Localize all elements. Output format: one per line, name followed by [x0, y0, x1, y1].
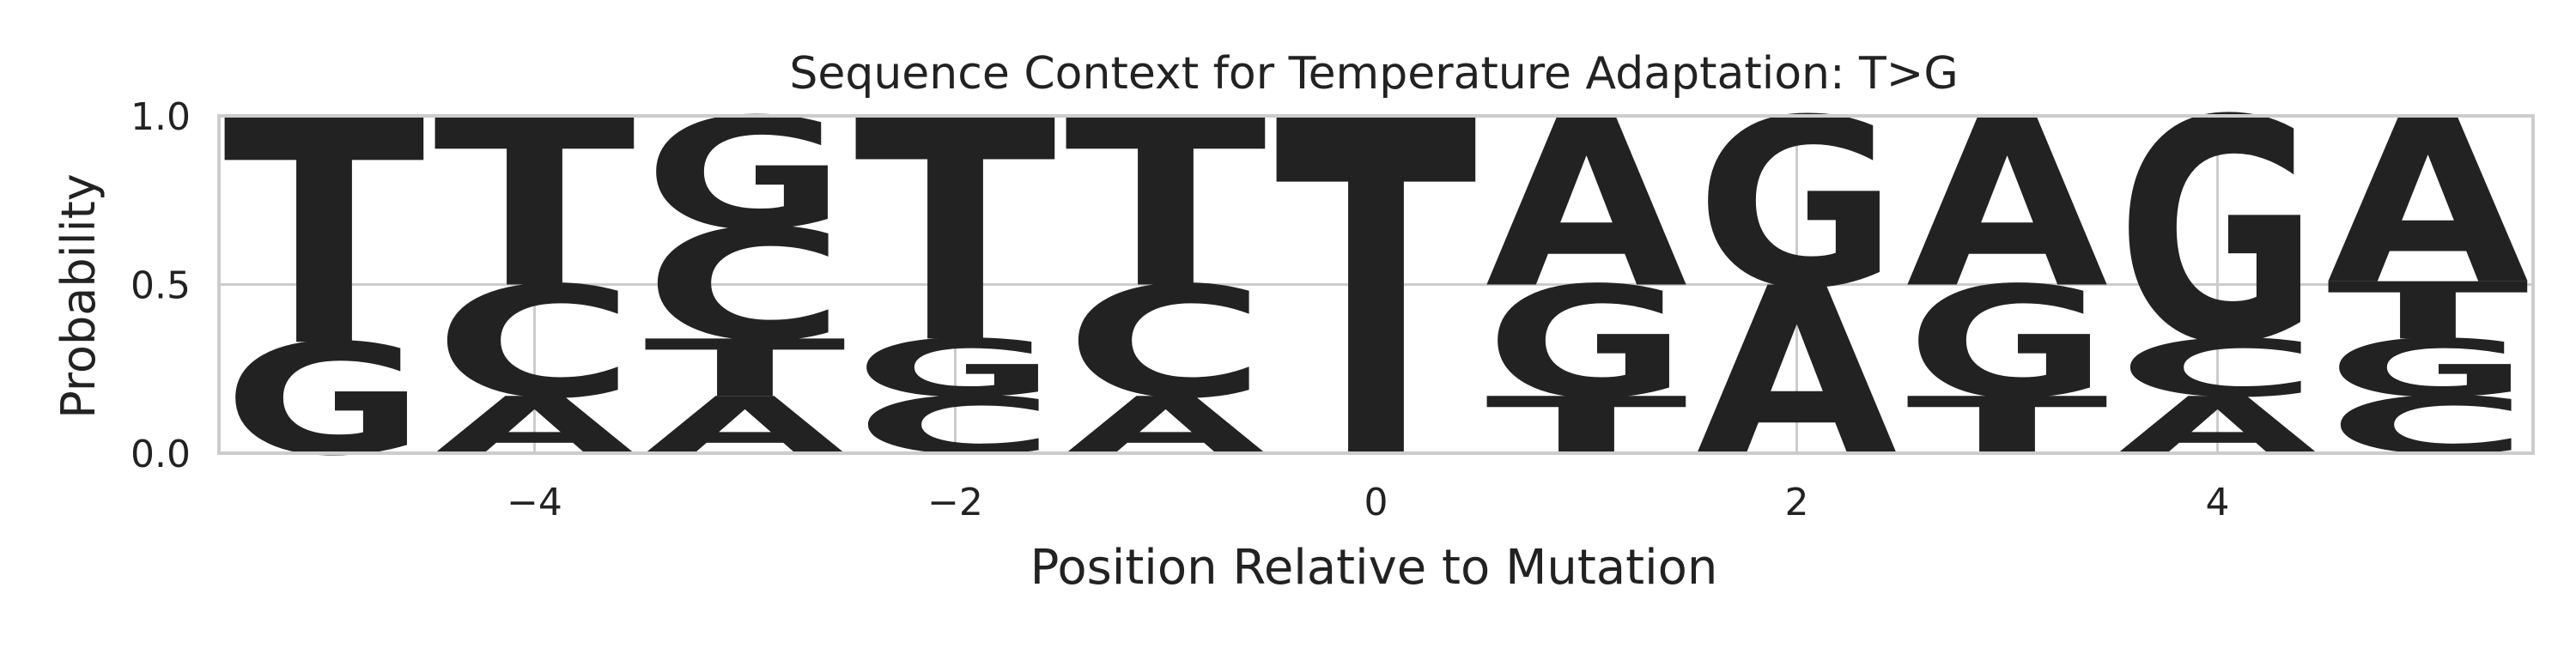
ticks-layer: −4 −2 0 2 4 0.0 0.5 1.0 — [131, 95, 2229, 524]
logo-letter-a: A — [434, 380, 635, 472]
x-tick-label: 4 — [2206, 481, 2230, 524]
logo-letter-g: G — [644, 87, 846, 264]
logo-letter-c: C — [434, 254, 635, 432]
logo-letter-t: T — [644, 324, 846, 415]
logo-letter-a: A — [2117, 380, 2318, 472]
logo-letter-a: A — [1696, 238, 1899, 507]
logo-letter-t: T — [223, 55, 427, 415]
logo-letter-a: A — [2327, 72, 2530, 336]
logo-letter-g: G — [2327, 324, 2529, 415]
logo-letter-a: A — [1485, 70, 1689, 339]
logo-letter-c: C — [2327, 380, 2529, 472]
logo-letter-g: G — [2117, 56, 2318, 411]
logo-letter-g: G — [854, 324, 1056, 415]
logo-letter-t: T — [854, 55, 1058, 410]
logo-letter-c: C — [1065, 254, 1267, 432]
logo-letter-t: T — [2327, 266, 2529, 357]
chart-title: Sequence Context for Temperature Adaptat… — [789, 48, 1958, 100]
logo-letter-t: T — [1906, 380, 2108, 471]
logo-letter-t: T — [1485, 380, 1687, 471]
logo-letter-a: A — [644, 380, 846, 472]
logo-letter-g: G — [1906, 255, 2108, 433]
logo-letter-a: A — [1906, 70, 2110, 339]
x-tick-label: 2 — [1785, 481, 1809, 524]
plot-frame — [217, 114, 2535, 455]
y-axis-label: Probability — [52, 173, 106, 418]
logo-letter-c: C — [854, 380, 1056, 472]
x-tick-label: −2 — [927, 481, 983, 524]
x-tick-label: −4 — [507, 481, 562, 524]
logo-letter-t: T — [1065, 70, 1268, 340]
logo-letter-c: C — [644, 197, 846, 375]
logo-letter-c: C — [2117, 323, 2318, 415]
logo-letter-g: G — [1485, 255, 1687, 433]
logo-letter-g: G — [223, 312, 425, 490]
y-tick-label: 1.0 — [131, 95, 191, 139]
y-tick-label: 0.5 — [131, 264, 191, 308]
x-tick-label: 0 — [1364, 481, 1388, 524]
logo-letter-a: A — [1065, 380, 1267, 472]
y-tick-label: 0.0 — [131, 433, 191, 476]
logo-letter-t: T — [434, 70, 637, 340]
logo-letter-t: T — [1275, 24, 1479, 563]
logo-letter-g: G — [1696, 70, 1898, 339]
x-axis-label: Position Relative to Mutation — [1030, 540, 1718, 596]
